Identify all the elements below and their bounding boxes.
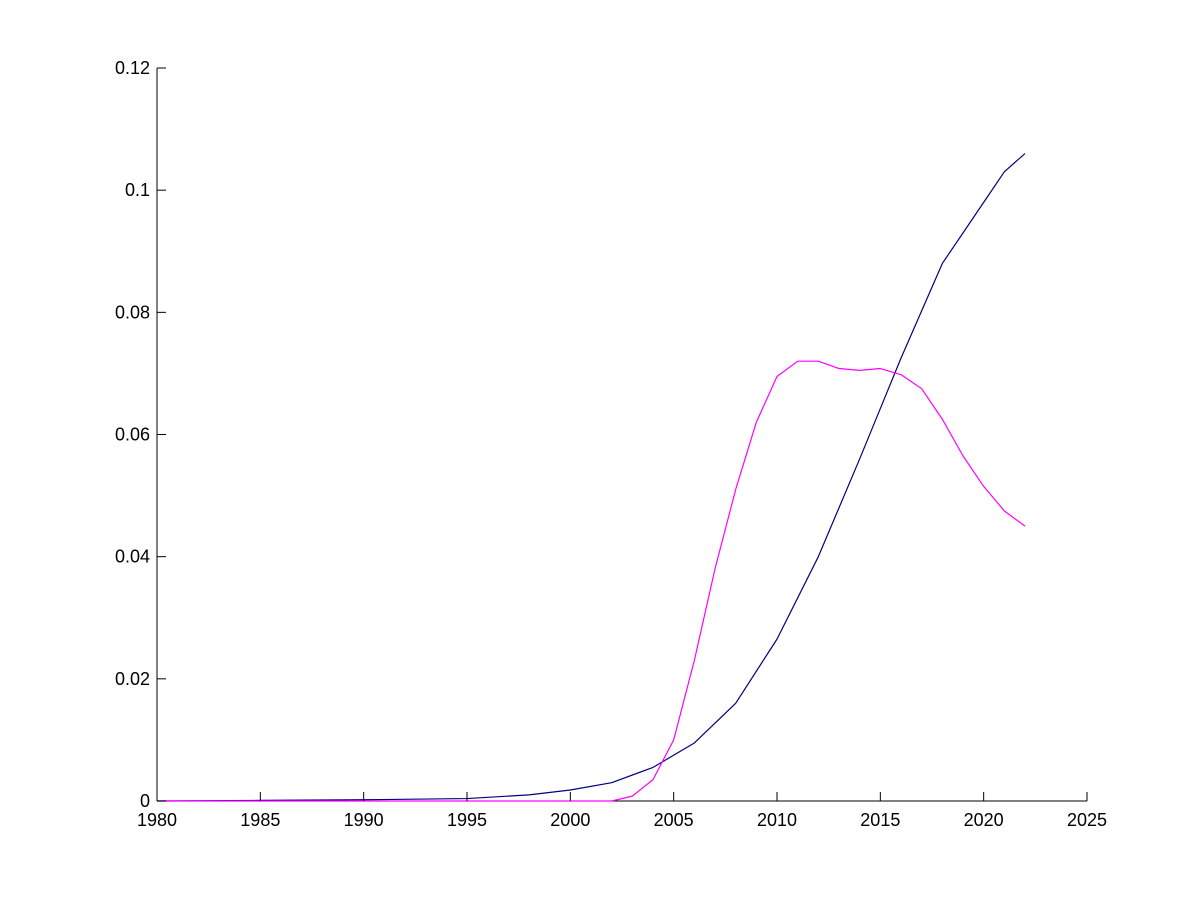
series-line-2 xyxy=(157,360,1026,802)
y-tick-label: 0.02 xyxy=(115,669,150,689)
y-tick-label: 0.04 xyxy=(115,547,150,567)
x-tick-label: 1985 xyxy=(240,810,280,830)
y-tick-label: 0.12 xyxy=(115,58,150,78)
y-tick-label: 0.06 xyxy=(115,425,150,445)
x-tick-label: 2005 xyxy=(654,810,694,830)
x-tick-label: 1995 xyxy=(447,810,487,830)
x-tick-label: 1990 xyxy=(344,810,384,830)
series-layer xyxy=(156,153,1026,802)
series-line-1 xyxy=(156,153,1026,802)
x-tick-label: 2015 xyxy=(860,810,900,830)
y-tick-label: 0.1 xyxy=(125,180,150,200)
y-tick-label: 0 xyxy=(140,791,150,811)
y-tick-label: 0.08 xyxy=(115,302,150,322)
x-tick-label: 2000 xyxy=(550,810,590,830)
x-tick-label: 2010 xyxy=(757,810,797,830)
x-tick-label: 1980 xyxy=(137,810,177,830)
axes xyxy=(156,68,1087,802)
x-tick-label: 2025 xyxy=(1067,810,1107,830)
tick-layer: 1980 1985 1990 1995 2000 2005 2010 2015 2020 2025… xyxy=(115,58,1107,830)
x-tick-label: 2020 xyxy=(964,810,1004,830)
